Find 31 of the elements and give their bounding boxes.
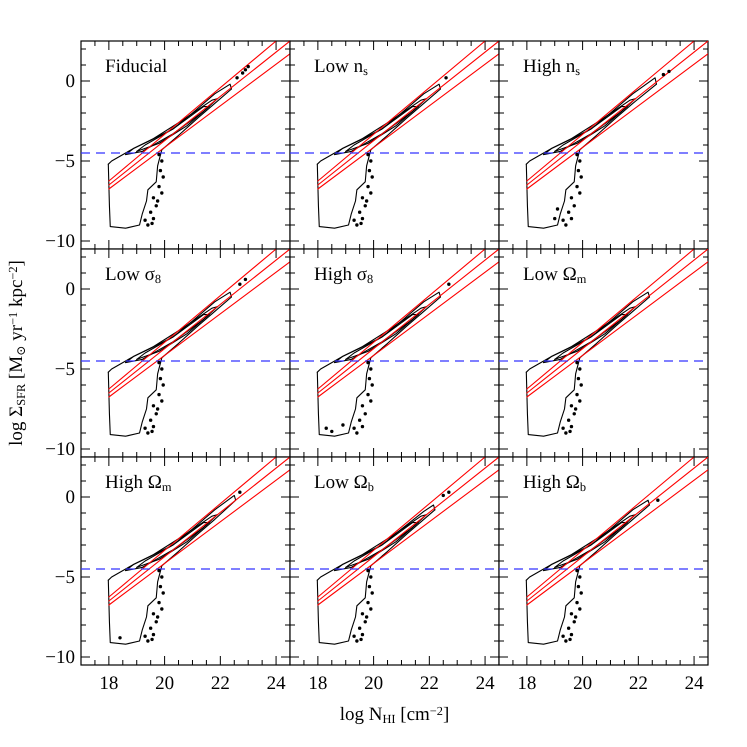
x-tick-label: 24 <box>684 673 704 694</box>
x-axis-title: log N$_{HI}$ [cm$^{−2}$] <box>340 704 450 726</box>
text: High Ω$_{b}$ <box>523 472 586 494</box>
text: Low σ$_{8}$ <box>105 264 161 286</box>
x-tick-label: 18 <box>308 673 328 694</box>
text: Low n$_{s}$ <box>314 56 368 78</box>
x-tick-label: 24 <box>266 673 286 694</box>
y-tick-label: −10 <box>45 647 75 668</box>
y-tick-label: −10 <box>45 231 75 252</box>
y-tick-label: −5 <box>54 567 75 588</box>
x-tick-label: 22 <box>628 673 648 694</box>
x-tick-label: 20 <box>364 673 384 694</box>
y-tick-label: −5 <box>54 359 75 380</box>
x-tick-label: 18 <box>517 673 536 694</box>
x-tick-label: 24 <box>476 673 496 694</box>
text: High σ$_{8}$ <box>314 264 374 286</box>
text: High n$_{s}$ <box>523 56 580 78</box>
text: High Ω$_{m}$ <box>105 472 172 494</box>
text: Fiducial <box>105 56 168 77</box>
x-tick-label: 20 <box>573 673 592 694</box>
x-tick-label: 22 <box>210 673 230 694</box>
y-tick-label: 0 <box>66 279 75 300</box>
x-tick-label: 18 <box>99 673 118 694</box>
x-tick-label: 22 <box>420 673 439 694</box>
x-tick-label: 20 <box>155 673 174 694</box>
y-tick-label: −5 <box>54 151 75 172</box>
text: Low Ω$_{m}$ <box>523 264 587 286</box>
y-tick-label: 0 <box>66 487 75 508</box>
y-tick-label: −10 <box>45 439 75 460</box>
y-tick-label: 0 <box>66 71 75 92</box>
text: Low Ω$_{b}$ <box>314 472 374 494</box>
